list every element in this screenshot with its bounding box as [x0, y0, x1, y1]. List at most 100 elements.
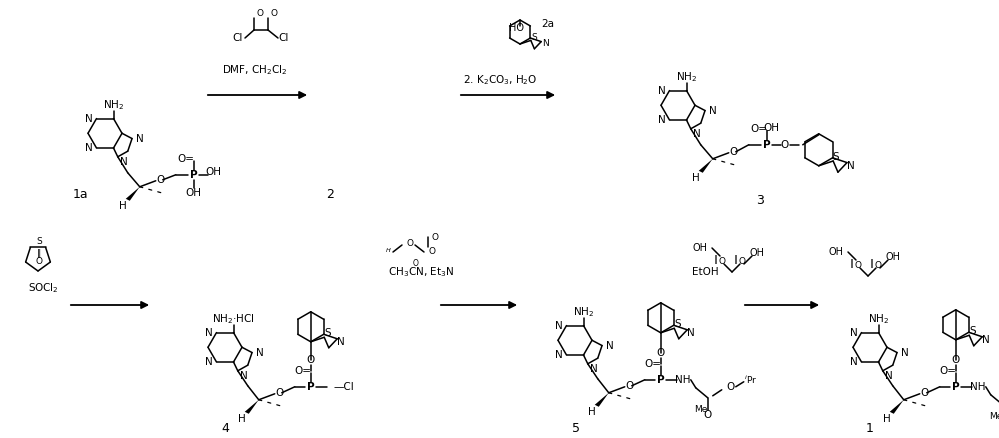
Text: P: P — [763, 140, 770, 150]
Text: O: O — [625, 381, 634, 391]
Polygon shape — [890, 400, 904, 414]
Text: N: N — [692, 129, 700, 139]
Polygon shape — [126, 187, 140, 201]
Text: O: O — [656, 348, 665, 358]
Text: O: O — [921, 388, 929, 398]
Text: 3: 3 — [756, 194, 764, 206]
Text: O: O — [780, 140, 789, 150]
Text: N: N — [885, 371, 892, 381]
Text: O: O — [703, 410, 712, 420]
Text: OH: OH — [885, 252, 900, 262]
Text: N: N — [982, 335, 990, 345]
Text: NH: NH — [675, 375, 690, 385]
Text: N: N — [120, 157, 128, 167]
Text: H: H — [883, 414, 891, 424]
Text: N: N — [205, 328, 213, 338]
Text: $^i$Pr: $^i$Pr — [744, 374, 757, 386]
Text: O: O — [307, 355, 315, 365]
Text: N: N — [850, 328, 857, 338]
Text: S: S — [324, 328, 331, 338]
Text: O: O — [157, 175, 165, 185]
Text: N: N — [136, 134, 144, 144]
Text: ‖: ‖ — [850, 258, 854, 268]
Text: O: O — [738, 257, 745, 265]
Text: Cl: Cl — [279, 33, 289, 43]
Text: H: H — [692, 173, 699, 183]
Text: O: O — [407, 240, 414, 248]
Text: SOCl$_2$: SOCl$_2$ — [28, 281, 59, 295]
Text: OH: OH — [749, 248, 764, 258]
Text: N: N — [709, 106, 716, 116]
Text: S: S — [833, 152, 839, 162]
Text: OH: OH — [828, 247, 843, 257]
Text: N: N — [687, 328, 695, 338]
Text: N: N — [850, 357, 857, 367]
Text: N: N — [554, 350, 562, 360]
Text: EtOH: EtOH — [691, 267, 718, 277]
Text: P: P — [952, 382, 960, 392]
Text: 2: 2 — [326, 188, 334, 201]
Text: 2. K$_2$CO$_3$, H$_2$O: 2. K$_2$CO$_3$, H$_2$O — [463, 73, 537, 87]
Text: ‖: ‖ — [37, 248, 41, 258]
Text: O: O — [257, 10, 264, 18]
Text: O: O — [413, 259, 419, 268]
Text: N: N — [847, 161, 855, 170]
Polygon shape — [698, 159, 712, 173]
Text: S: S — [530, 33, 536, 42]
Text: 5: 5 — [572, 421, 580, 434]
Text: OH: OH — [764, 123, 780, 133]
Text: H: H — [119, 201, 127, 211]
Text: O=: O= — [939, 366, 956, 376]
Text: NH$_2$·HCl: NH$_2$·HCl — [212, 313, 255, 326]
Polygon shape — [594, 393, 608, 407]
Text: NH: NH — [970, 382, 985, 392]
Text: ‖: ‖ — [734, 254, 738, 264]
Text: H: H — [238, 414, 246, 424]
Text: N: N — [901, 347, 909, 357]
Text: N: N — [657, 85, 665, 95]
Text: DMF, CH$_2$Cl$_2$: DMF, CH$_2$Cl$_2$ — [222, 63, 288, 77]
Text: O: O — [432, 233, 439, 241]
Text: Me: Me — [989, 412, 999, 421]
Text: O=: O= — [750, 124, 767, 134]
Text: N: N — [338, 337, 345, 347]
Text: O: O — [271, 10, 278, 18]
Text: OH: OH — [692, 243, 707, 253]
Text: O: O — [729, 147, 738, 157]
Text: O=: O= — [177, 154, 194, 164]
Text: N: N — [85, 113, 93, 124]
Text: S: S — [969, 326, 976, 336]
Text: N: N — [240, 371, 248, 381]
Text: NH$_2$: NH$_2$ — [573, 306, 594, 319]
Text: O: O — [36, 258, 43, 266]
Text: N: N — [205, 357, 213, 367]
Text: NH$_2$: NH$_2$ — [103, 99, 124, 113]
Text: 1: 1 — [866, 421, 874, 434]
Text: N: N — [541, 39, 548, 48]
Text: O=: O= — [644, 359, 661, 369]
Polygon shape — [245, 400, 259, 414]
Text: —Cl: —Cl — [334, 382, 355, 392]
Text: O: O — [952, 355, 960, 365]
Text: 2a: 2a — [541, 19, 554, 29]
Text: O: O — [874, 261, 881, 269]
Text: NH$_2$: NH$_2$ — [868, 313, 889, 326]
Text: 4: 4 — [221, 421, 229, 434]
Text: O: O — [854, 261, 861, 269]
Text: O=: O= — [295, 366, 312, 376]
Text: P: P — [190, 170, 198, 180]
Text: H: H — [587, 407, 595, 417]
Text: N: N — [657, 115, 665, 125]
Text: N: N — [256, 347, 264, 357]
Text: OH: OH — [186, 188, 202, 198]
Text: O: O — [276, 388, 284, 398]
Text: NH$_2$: NH$_2$ — [676, 71, 697, 85]
Text: ‖: ‖ — [714, 254, 718, 264]
Text: S: S — [36, 237, 42, 247]
Text: ‖: ‖ — [870, 258, 874, 268]
Text: Cl: Cl — [233, 33, 243, 43]
Text: N: N — [589, 364, 597, 374]
Text: CH$_3$CN, Et$_3$N: CH$_3$CN, Et$_3$N — [388, 265, 455, 279]
Text: N: N — [85, 143, 93, 153]
Text: N: N — [554, 321, 562, 331]
